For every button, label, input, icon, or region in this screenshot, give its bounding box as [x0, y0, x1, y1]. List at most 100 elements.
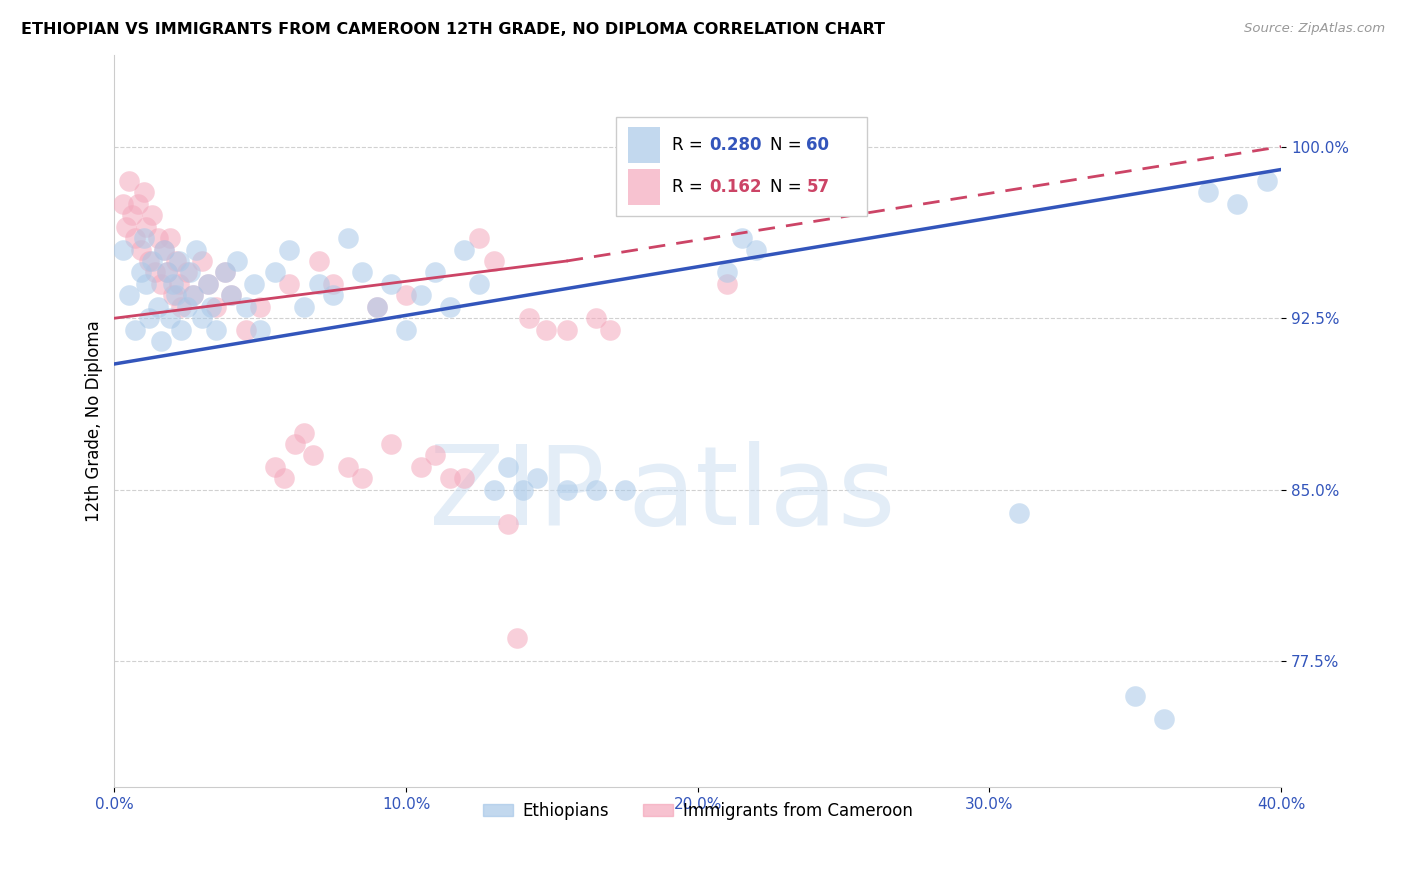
- Legend: Ethiopians, Immigrants from Cameroon: Ethiopians, Immigrants from Cameroon: [477, 795, 920, 826]
- FancyBboxPatch shape: [616, 118, 868, 216]
- Point: [301, 449, 323, 463]
- Point: [141, 208, 163, 222]
- Point: [336, 459, 359, 474]
- Text: N =: N =: [770, 136, 807, 154]
- Point: [380, 277, 402, 291]
- Point: [366, 300, 388, 314]
- Text: R =: R =: [672, 136, 709, 154]
- Point: [395, 323, 418, 337]
- Point: [1256, 174, 1278, 188]
- Point: [278, 277, 301, 291]
- Point: [153, 243, 176, 257]
- Point: [366, 300, 388, 314]
- Point: [468, 277, 491, 291]
- Point: [1007, 506, 1029, 520]
- Point: [292, 425, 315, 440]
- Point: [112, 243, 135, 257]
- Point: [284, 437, 307, 451]
- Text: 60: 60: [806, 136, 830, 154]
- Point: [1226, 197, 1249, 211]
- Point: [534, 323, 557, 337]
- Point: [138, 311, 160, 326]
- Point: [322, 277, 344, 291]
- Point: [1153, 712, 1175, 726]
- Point: [121, 208, 143, 222]
- Point: [439, 471, 461, 485]
- Point: [219, 288, 242, 302]
- Point: [132, 231, 155, 245]
- Point: [184, 243, 207, 257]
- Point: [496, 459, 519, 474]
- Point: [162, 277, 184, 291]
- Point: [555, 323, 578, 337]
- Point: [214, 265, 236, 279]
- Point: [159, 311, 181, 326]
- Point: [468, 231, 491, 245]
- Point: [482, 483, 505, 497]
- Point: [322, 288, 344, 302]
- Point: [395, 288, 418, 302]
- Point: [425, 449, 447, 463]
- Point: [555, 483, 578, 497]
- Point: [512, 483, 534, 497]
- Point: [156, 265, 179, 279]
- Point: [153, 243, 176, 257]
- Point: [453, 471, 475, 485]
- Point: [517, 311, 540, 326]
- Point: [496, 517, 519, 532]
- Point: [308, 277, 330, 291]
- Point: [162, 288, 184, 302]
- Point: [235, 323, 257, 337]
- Point: [453, 243, 475, 257]
- Point: [263, 265, 285, 279]
- Point: [205, 300, 228, 314]
- Point: [138, 254, 160, 268]
- Point: [226, 254, 249, 268]
- Text: 0.162: 0.162: [710, 178, 762, 196]
- Text: 0.280: 0.280: [710, 136, 762, 154]
- Point: [439, 300, 461, 314]
- Point: [506, 632, 529, 646]
- Point: [716, 265, 738, 279]
- Point: [409, 288, 432, 302]
- Text: ETHIOPIAN VS IMMIGRANTS FROM CAMEROON 12TH GRADE, NO DIPLOMA CORRELATION CHART: ETHIOPIAN VS IMMIGRANTS FROM CAMEROON 12…: [21, 22, 886, 37]
- Point: [585, 483, 607, 497]
- Point: [176, 300, 198, 314]
- Point: [150, 334, 173, 348]
- Point: [115, 219, 138, 234]
- Point: [197, 277, 219, 291]
- Point: [235, 300, 257, 314]
- Point: [167, 254, 190, 268]
- Point: [214, 265, 236, 279]
- Point: [191, 311, 214, 326]
- Y-axis label: 12th Grade, No Diploma: 12th Grade, No Diploma: [86, 320, 103, 522]
- Point: [146, 231, 169, 245]
- Point: [165, 254, 187, 268]
- Text: R =: R =: [672, 178, 709, 196]
- Point: [585, 311, 607, 326]
- Point: [112, 197, 135, 211]
- Point: [141, 254, 163, 268]
- Text: atlas: atlas: [627, 441, 896, 548]
- Point: [292, 300, 315, 314]
- Point: [205, 323, 228, 337]
- Point: [191, 254, 214, 268]
- Point: [526, 471, 548, 485]
- Point: [167, 277, 190, 291]
- Point: [308, 254, 330, 268]
- Point: [1197, 186, 1219, 200]
- Point: [159, 231, 181, 245]
- Text: ZIP: ZIP: [429, 441, 605, 548]
- Point: [263, 459, 285, 474]
- Point: [249, 300, 271, 314]
- Point: [599, 323, 621, 337]
- Point: [176, 265, 198, 279]
- Point: [181, 288, 204, 302]
- Point: [124, 323, 146, 337]
- Point: [135, 219, 157, 234]
- Text: N =: N =: [770, 178, 807, 196]
- Point: [156, 265, 179, 279]
- Point: [249, 323, 271, 337]
- Point: [135, 277, 157, 291]
- Point: [409, 459, 432, 474]
